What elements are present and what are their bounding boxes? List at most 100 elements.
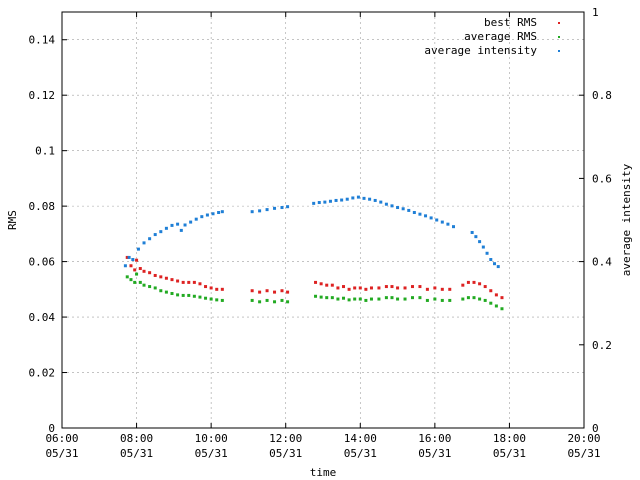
x-tick-date-label: 05/31 bbox=[45, 447, 78, 460]
data-point bbox=[448, 287, 452, 291]
data-point bbox=[194, 217, 198, 221]
data-point bbox=[356, 195, 360, 199]
data-point bbox=[220, 210, 224, 214]
data-point bbox=[183, 223, 187, 227]
data-point bbox=[170, 278, 174, 282]
data-point bbox=[153, 233, 157, 237]
data-point bbox=[142, 241, 146, 245]
data-point bbox=[220, 287, 224, 291]
data-point bbox=[500, 307, 504, 311]
data-point bbox=[347, 298, 351, 302]
data-point bbox=[446, 222, 450, 226]
y-tick-label: 0 bbox=[48, 422, 55, 435]
data-point bbox=[412, 211, 416, 215]
y2-tick-label: 0.6 bbox=[592, 172, 612, 185]
data-point bbox=[127, 255, 131, 259]
data-point bbox=[273, 290, 277, 294]
x-tick-label: 20:00 bbox=[567, 432, 600, 445]
data-point bbox=[280, 289, 284, 293]
data-point bbox=[500, 296, 504, 300]
x-tick-date-label: 05/31 bbox=[195, 447, 228, 460]
series-best-rms bbox=[125, 255, 504, 300]
data-point bbox=[176, 222, 180, 226]
data-point bbox=[265, 208, 269, 212]
data-point bbox=[133, 268, 137, 272]
data-point bbox=[489, 258, 493, 262]
data-point bbox=[215, 287, 219, 291]
data-point bbox=[485, 251, 489, 255]
x-tick-label: 18:00 bbox=[493, 432, 526, 445]
data-point bbox=[440, 298, 444, 302]
data-point bbox=[176, 279, 180, 283]
data-point bbox=[129, 264, 133, 268]
data-point bbox=[353, 286, 357, 290]
data-point bbox=[280, 206, 284, 210]
series-average-rms bbox=[125, 272, 504, 311]
data-point bbox=[217, 211, 221, 215]
data-point bbox=[198, 295, 202, 299]
data-point bbox=[494, 293, 498, 297]
x-tick-date-label: 05/31 bbox=[344, 447, 377, 460]
data-point bbox=[148, 285, 152, 289]
data-point bbox=[179, 228, 183, 232]
data-point bbox=[129, 278, 133, 282]
data-point bbox=[319, 295, 323, 299]
data-point bbox=[433, 297, 437, 301]
data-point bbox=[159, 230, 163, 234]
data-point bbox=[489, 289, 493, 293]
data-point bbox=[187, 280, 191, 284]
data-point bbox=[403, 297, 407, 301]
data-point bbox=[286, 290, 290, 294]
data-point bbox=[358, 297, 362, 301]
data-point bbox=[131, 258, 135, 262]
data-point bbox=[317, 201, 321, 205]
legend-key-average-intensity bbox=[558, 50, 560, 52]
data-point bbox=[474, 235, 478, 239]
data-point bbox=[205, 213, 209, 217]
data-point bbox=[345, 197, 349, 201]
data-point bbox=[220, 298, 224, 302]
data-point bbox=[407, 208, 411, 212]
data-point bbox=[330, 296, 334, 300]
data-point bbox=[418, 296, 422, 300]
data-point bbox=[273, 206, 277, 210]
legend-key-average-rms bbox=[558, 36, 560, 38]
data-point bbox=[258, 300, 262, 304]
y-tick-label: 0.08 bbox=[29, 200, 56, 213]
data-point bbox=[425, 287, 429, 291]
data-point bbox=[440, 287, 444, 291]
y-tick-label: 0.14 bbox=[29, 34, 56, 47]
data-point bbox=[159, 275, 163, 279]
data-point bbox=[204, 296, 208, 300]
data-point bbox=[347, 287, 351, 291]
data-point bbox=[424, 214, 428, 218]
data-point bbox=[250, 289, 254, 293]
data-point bbox=[425, 298, 429, 302]
data-point bbox=[258, 290, 262, 294]
data-point bbox=[466, 296, 470, 300]
data-point bbox=[258, 209, 262, 213]
data-point bbox=[164, 290, 168, 294]
data-point bbox=[435, 218, 439, 222]
data-point bbox=[200, 215, 204, 219]
data-point bbox=[170, 291, 174, 295]
data-point bbox=[483, 285, 487, 289]
x-tick-label: 10:00 bbox=[195, 432, 228, 445]
data-point bbox=[125, 255, 129, 259]
data-point bbox=[342, 285, 346, 289]
data-point bbox=[396, 286, 400, 290]
data-point bbox=[401, 207, 405, 211]
data-point bbox=[170, 223, 174, 227]
data-point bbox=[403, 286, 407, 290]
data-point bbox=[364, 287, 368, 291]
x-tick-date-label: 05/31 bbox=[269, 447, 302, 460]
data-point bbox=[377, 286, 381, 290]
data-point bbox=[466, 280, 470, 284]
data-point bbox=[153, 273, 157, 277]
data-point bbox=[364, 298, 368, 302]
data-point bbox=[323, 200, 327, 204]
data-point bbox=[470, 230, 474, 234]
y2-tick-label: 0.4 bbox=[592, 256, 612, 269]
data-point bbox=[148, 271, 152, 275]
data-point bbox=[136, 247, 140, 251]
